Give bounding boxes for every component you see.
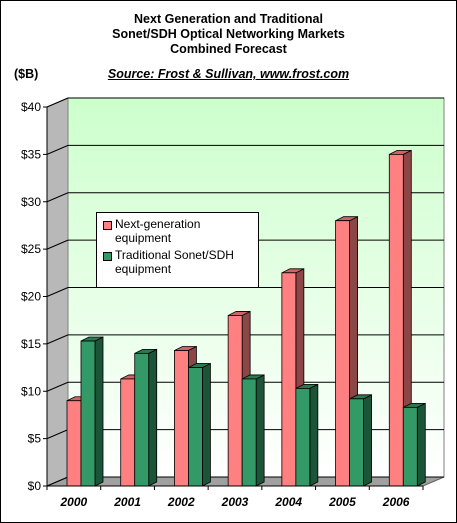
gridline-side <box>46 334 69 345</box>
bar-side <box>148 348 158 487</box>
y-tick-label: $15 <box>21 337 41 351</box>
bar-front <box>335 220 350 487</box>
traditional-bar <box>402 402 426 487</box>
traditional-bar <box>134 348 158 487</box>
chart-title-line-3: Combined Forecast <box>170 42 287 56</box>
bar-front <box>188 367 203 487</box>
bar-side <box>416 402 426 487</box>
legend-swatch-next-gen <box>103 221 112 230</box>
bar-front <box>174 350 189 487</box>
bar-front <box>227 315 243 487</box>
traditional-bar <box>241 374 265 487</box>
traditional-bar <box>349 394 372 487</box>
chart-title-line-2: Sonet/SDH Optical Networking Markets <box>112 27 345 41</box>
y-tick-label: $5 <box>28 432 42 446</box>
bar-side <box>309 383 319 487</box>
gridline-side <box>46 287 69 297</box>
traditional-bar <box>188 362 211 487</box>
legend-label-next-gen: Next-generation equipment <box>115 217 201 245</box>
bar-front <box>388 153 404 487</box>
y-axis-ticks: $0 $5 $10 $15 $20 $25 $30 $35 $40 <box>21 100 423 493</box>
traditional-bar <box>80 336 104 487</box>
bar-front <box>281 272 297 487</box>
legend: Next-generation equipment Traditional So… <box>96 212 259 288</box>
bar-side <box>255 374 265 487</box>
gridline-side <box>46 239 69 250</box>
bar-side <box>94 336 104 487</box>
chart-title-line-1: Next Generation and Traditional <box>134 12 323 26</box>
x-tick-label: 2004 <box>274 495 302 509</box>
bar-side <box>363 394 372 487</box>
y-tick-label: $10 <box>21 384 41 398</box>
legend-label-traditional: Traditional Sonet/SDH equipment <box>115 248 234 276</box>
bar-front <box>66 400 82 487</box>
y-tick-label: $30 <box>21 195 41 209</box>
traditional-bar <box>295 383 319 487</box>
legend-item-next-gen: Next-generation equipment <box>101 217 254 245</box>
legend-swatch-traditional <box>103 252 112 261</box>
bar-side <box>202 362 211 487</box>
gridline-side <box>46 192 69 203</box>
bar-front <box>402 406 418 487</box>
next-gen-bar <box>388 149 412 487</box>
y-tick-label: $20 <box>21 290 41 304</box>
x-tick-label: 2003 <box>221 495 249 509</box>
x-tick-label: 2001 <box>113 495 141 509</box>
legend-item-traditional: Traditional Sonet/SDH equipment <box>101 248 254 276</box>
gridline-side <box>46 476 69 487</box>
y-tick-label: $40 <box>21 100 41 114</box>
source-text: Source: Frost & Sullivan, www.frost.com <box>107 67 350 81</box>
x-tick-label: 2005 <box>328 495 356 509</box>
x-axis-ticks: 2000 2001 2002 2003 2004 2005 2006 <box>46 486 424 509</box>
y-tick-label: $35 <box>21 147 41 161</box>
source-line: Source: Frost & Sullivan, www.frost.com <box>0 67 457 81</box>
y-axis-unit-label: ($B) <box>14 67 39 81</box>
bar-front <box>120 378 136 487</box>
bar-front <box>241 378 257 487</box>
bar-front <box>134 352 150 487</box>
gridline-side <box>46 429 69 440</box>
gridline-side <box>46 97 69 108</box>
x-tick-label: 2002 <box>167 495 195 509</box>
x-tick-label: 2000 <box>60 495 88 509</box>
gridline-side <box>46 381 69 392</box>
y-tick-label: $25 <box>21 242 41 256</box>
gridline-side <box>46 144 69 155</box>
x-tick-label: 2006 <box>382 495 410 509</box>
bar-front <box>349 398 364 487</box>
bars <box>66 149 426 487</box>
bar-front <box>295 388 311 487</box>
y-tick-label: $0 <box>28 479 42 493</box>
bar-front <box>80 340 96 487</box>
